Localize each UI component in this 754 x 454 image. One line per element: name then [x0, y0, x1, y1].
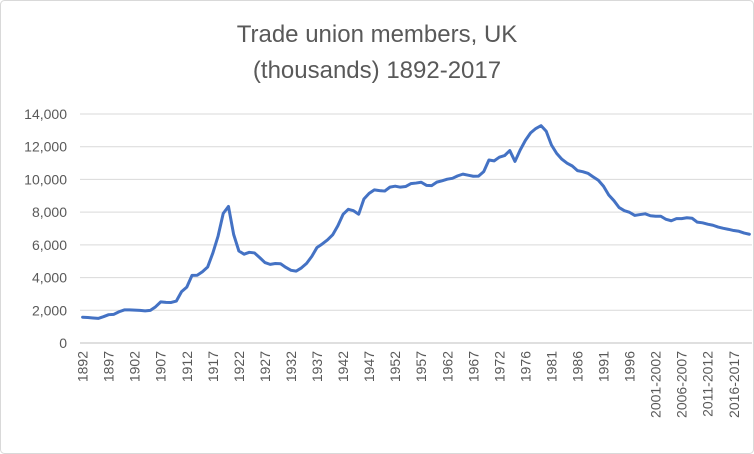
- x-tick-label: 1902: [127, 351, 143, 382]
- x-tick-label: 1947: [361, 351, 377, 382]
- x-tick-label: 1976: [517, 351, 533, 382]
- chart-title: Trade union members, UK: [237, 21, 518, 48]
- x-tick-label: 1986: [569, 351, 585, 382]
- chart-title: (thousands) 1892-2017: [253, 57, 501, 84]
- x-tick-label: 1897: [101, 351, 117, 382]
- x-tick-label: 1967: [465, 351, 481, 382]
- x-tick-label: 1922: [231, 351, 247, 382]
- x-tick-label: 1892: [75, 351, 91, 382]
- x-tick-label: 2001-2002: [648, 351, 664, 418]
- x-tick-label: 1957: [413, 351, 429, 382]
- x-tick-label: 1912: [179, 351, 195, 382]
- x-tick-label: 1942: [335, 351, 351, 382]
- y-tick-label: 8,000: [32, 204, 67, 220]
- x-tick-label: 1952: [387, 351, 403, 382]
- x-tick-label: 1907: [153, 351, 169, 382]
- x-tick-label: 1917: [205, 351, 221, 382]
- y-tick-label: 4,000: [32, 270, 67, 286]
- x-tick-label: 1937: [309, 351, 325, 382]
- y-tick-label: 10,000: [24, 171, 67, 187]
- x-tick-label: 1991: [596, 351, 612, 382]
- y-tick-label: 6,000: [32, 237, 67, 253]
- y-tick-label: 2,000: [32, 302, 67, 318]
- x-tick-label: 1927: [257, 351, 273, 382]
- x-tick-label: 1932: [283, 351, 299, 382]
- y-tick-label: 14,000: [24, 106, 67, 122]
- y-tick-label: 0: [59, 335, 67, 351]
- x-tick-label: 1962: [439, 351, 455, 382]
- data-line: [81, 124, 751, 320]
- x-tick-label: 1996: [622, 351, 638, 382]
- y-tick-label: 12,000: [24, 139, 67, 155]
- x-tick-label: 2016-2017: [726, 351, 742, 418]
- x-tick-label: 2011-2012: [700, 351, 716, 417]
- x-tick-label: 1981: [543, 351, 559, 382]
- x-tick-label: 2006-2007: [674, 351, 690, 418]
- x-tick-label: 1972: [491, 351, 507, 382]
